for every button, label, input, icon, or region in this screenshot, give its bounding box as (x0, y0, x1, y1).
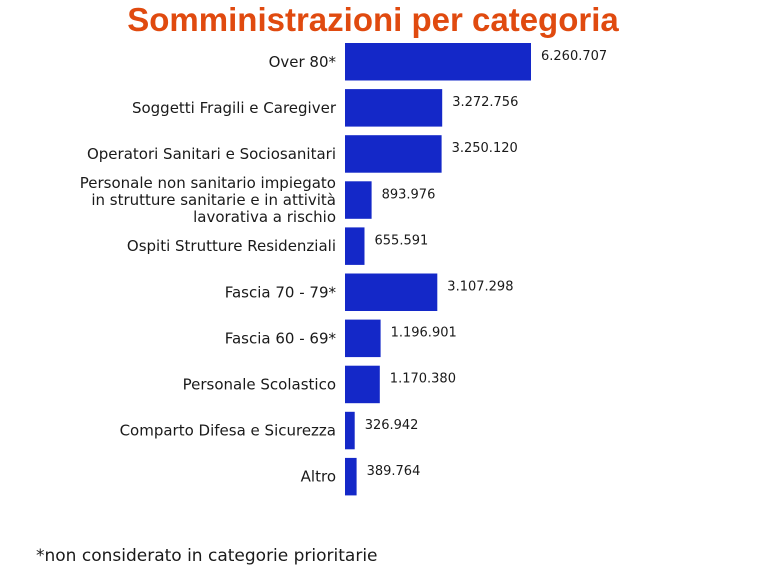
data-label: 326.942 (365, 418, 419, 433)
bar (345, 43, 531, 81)
data-label: 1.196.901 (391, 326, 457, 341)
bar (345, 273, 438, 311)
category-label: Personale Scolastico (183, 375, 336, 393)
category-label: Ospiti Strutture Residenziali (127, 237, 336, 255)
category-label: Soggetti Fragili e Caregiver (132, 99, 337, 117)
data-label: 389.764 (367, 464, 421, 479)
bar (345, 457, 357, 496)
bar (345, 135, 442, 173)
bar (345, 227, 365, 265)
data-label: 3.250.120 (452, 141, 518, 156)
bar (345, 89, 443, 127)
bar (345, 319, 381, 358)
category-label: Operatori Sanitari e Sociosanitari (87, 145, 336, 163)
category-label: Personale non sanitario impiegato in stru… (80, 174, 336, 226)
data-label: 655.591 (375, 233, 429, 248)
data-label: 3.272.756 (452, 95, 518, 110)
category-label: Comparto Difesa e Sicurezza (120, 422, 336, 440)
data-label: 893.976 (382, 187, 436, 202)
category-label: Fascia 60 - 69* (225, 329, 337, 347)
data-label: 1.170.380 (390, 372, 456, 387)
data-label: 6.260.707 (541, 49, 607, 64)
bar (345, 365, 380, 404)
footnote: *non considerato in categorie prioritari… (36, 546, 378, 566)
bar (345, 411, 355, 450)
category-label: Over 80* (269, 53, 337, 71)
bar (345, 181, 372, 219)
chart-title: Somministrazioni per categoria (127, 1, 619, 38)
category-label: Fascia 70 - 79* (225, 283, 337, 301)
category-label: Altro (301, 468, 336, 486)
data-label: 3.107.298 (447, 280, 513, 295)
